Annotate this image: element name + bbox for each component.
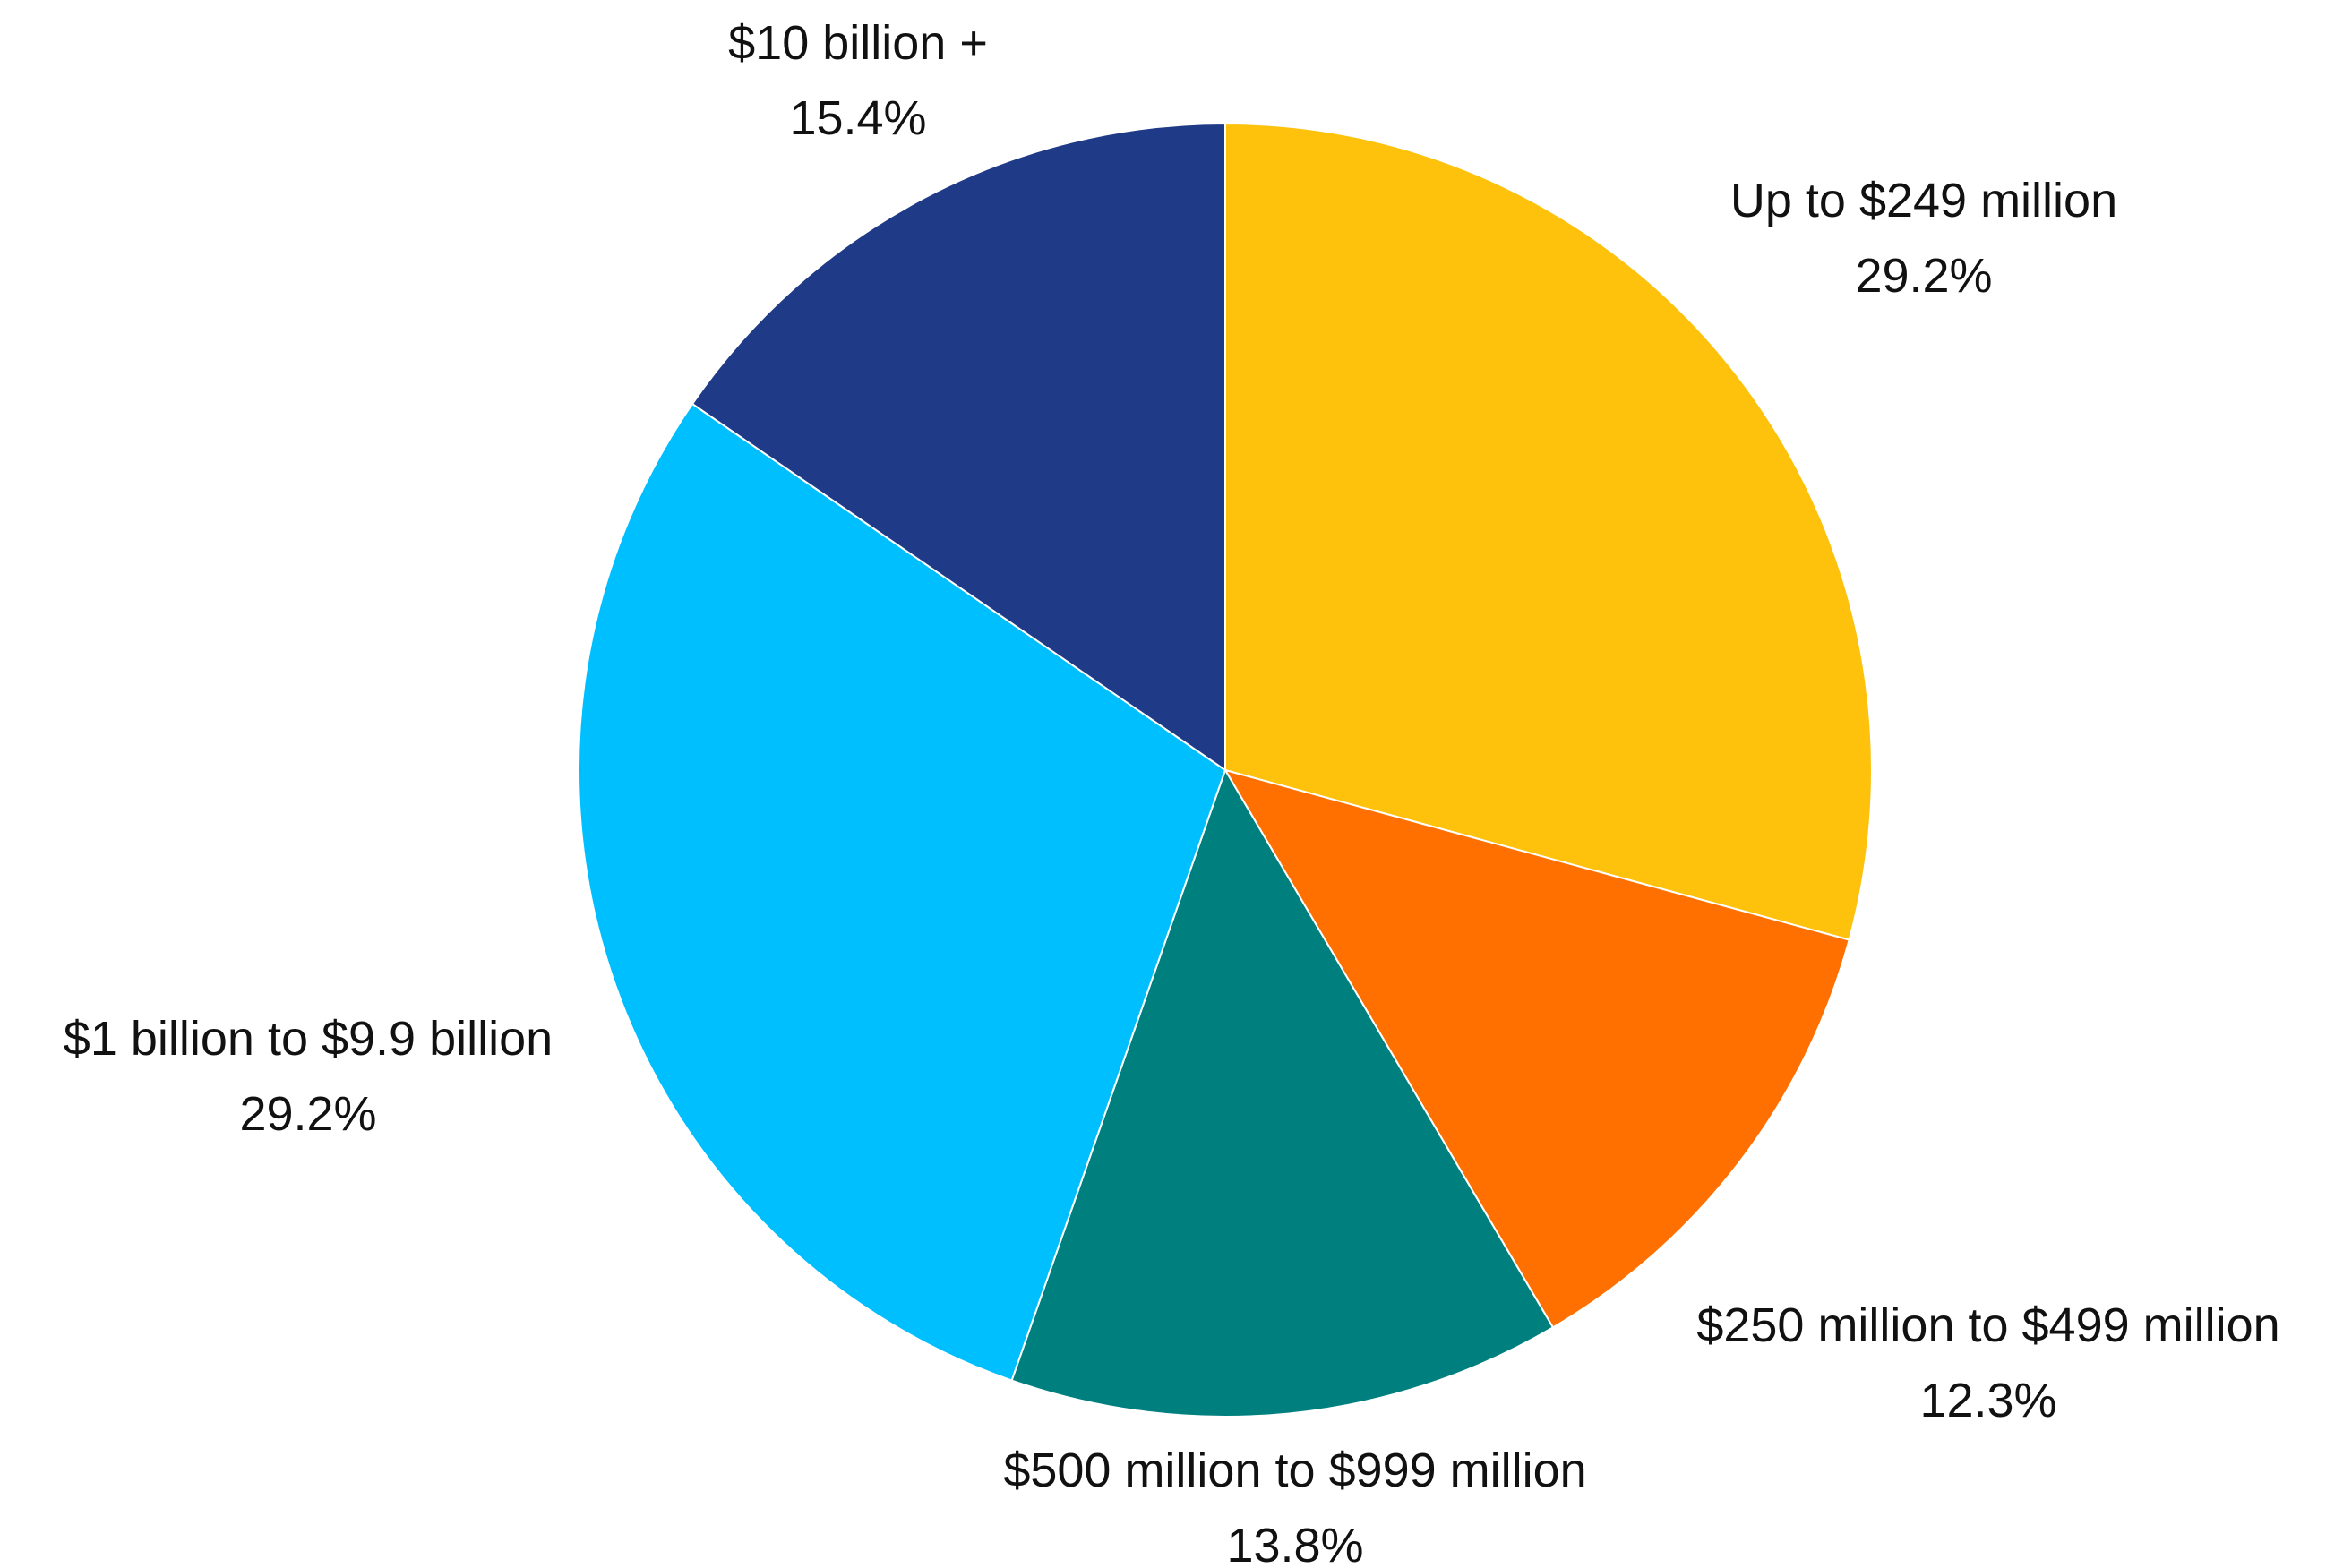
slice-label-2: $250 million to $499 million [1696, 1298, 2279, 1352]
pie-slice-1 [1224, 122, 1873, 941]
pie-slice-3 [1010, 767, 1555, 1418]
slice-label-group-2: $250 million to $499 million 12.3% [1696, 1298, 2279, 1427]
slice-label-group-1: Up to $249 million 29.2% [1730, 174, 2117, 303]
slice-value-label-2: 12.3% [1919, 1374, 2056, 1427]
slices-layer [578, 122, 1873, 1418]
slice-label-1: Up to $249 million [1730, 174, 2117, 227]
slice-label-group-5: $10 billion + 15.4% [728, 16, 988, 145]
slice-label-5: $10 billion + [728, 16, 988, 70]
pie-slice-2 [1223, 768, 1850, 1329]
slice-value-label-1: 29.2% [1855, 249, 1992, 303]
slice-label-group-4: $1 billion to $9.9 billion 29.2% [64, 1012, 553, 1141]
pie-slice-4 [578, 402, 1227, 1382]
slice-label-4: $1 billion to $9.9 billion [64, 1012, 553, 1066]
pie-slice-5 [691, 122, 1226, 772]
slice-label-3: $500 million to $999 million [1003, 1444, 1586, 1497]
slice-label-group-3: $500 million to $999 million 13.8% [1003, 1444, 1586, 1568]
slice-value-label-4: 29.2% [239, 1087, 376, 1141]
slice-value-label-3: 13.8% [1226, 1519, 1363, 1564]
slice-value-label-5: 15.4% [789, 91, 926, 145]
labels-layer: Up to $249 million 29.2% $250 million to $… [64, 16, 2280, 1568]
